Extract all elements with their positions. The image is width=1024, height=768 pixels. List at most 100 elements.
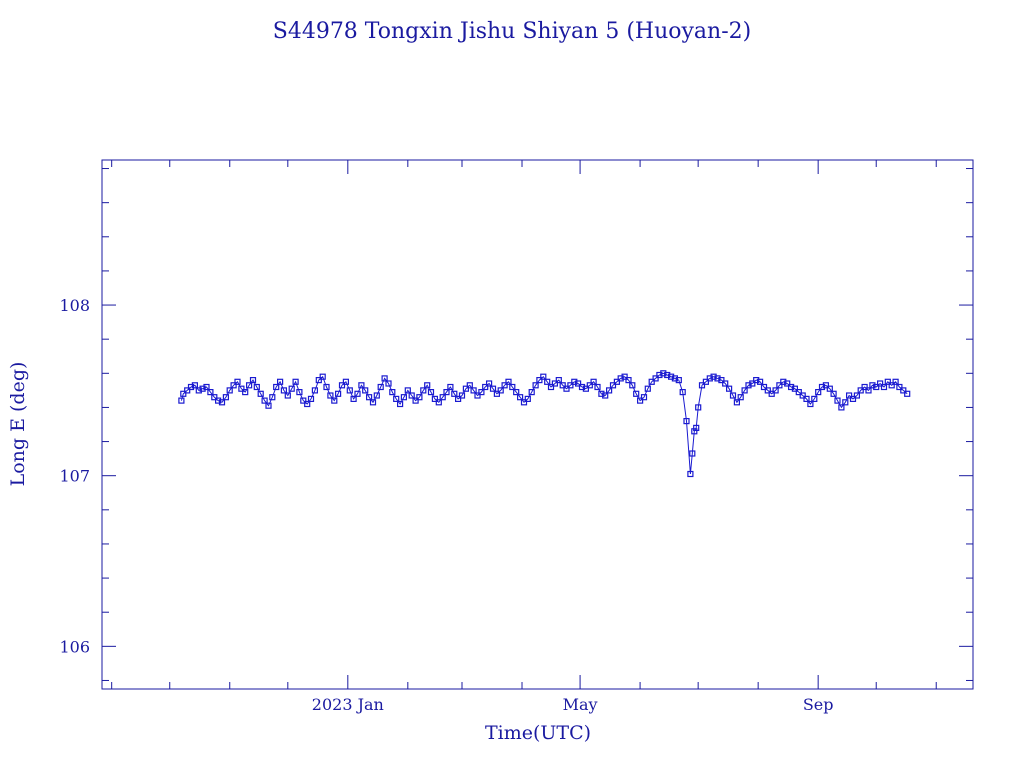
- data-point: [861, 383, 868, 391]
- data-point: [199, 385, 206, 392]
- data-point: [633, 390, 640, 397]
- data-point: [689, 450, 696, 457]
- data-point: [211, 394, 218, 401]
- data-point: [265, 402, 272, 409]
- data-point: [420, 387, 427, 394]
- data-point: [346, 387, 353, 394]
- data-point: [327, 392, 334, 399]
- chart-title: S44978 Tongxin Jishu Shiyan 5 (Huoyan-2): [273, 19, 751, 44]
- data-point: [451, 390, 458, 397]
- data-point: [400, 394, 407, 401]
- data-point: [311, 387, 318, 394]
- data-point: [559, 382, 566, 389]
- data-point: [617, 375, 624, 382]
- data-point: [834, 397, 841, 404]
- data-point: [234, 378, 241, 385]
- data-point: [760, 383, 768, 391]
- data-point: [706, 375, 713, 382]
- data-point: [664, 371, 671, 379]
- data-point: [455, 395, 462, 402]
- data-point: [489, 385, 497, 392]
- data-point: [578, 383, 586, 391]
- data-point: [381, 375, 388, 382]
- data-point: [238, 385, 245, 392]
- data-point: [625, 377, 632, 384]
- data-point: [184, 387, 191, 394]
- data-point: [509, 383, 516, 391]
- data-point: [307, 395, 315, 402]
- y-tick-label: 108: [59, 296, 90, 315]
- data-point: [296, 389, 303, 396]
- data-point: [458, 392, 466, 399]
- data-point: [246, 382, 253, 389]
- data-point: [826, 385, 833, 392]
- data-point: [853, 392, 861, 399]
- data-point: [230, 382, 237, 389]
- data-point: [547, 383, 555, 391]
- data-point: [443, 389, 450, 396]
- data-point: [218, 399, 226, 406]
- data-point: [652, 375, 659, 382]
- data-point: [180, 390, 187, 397]
- data-point: [412, 397, 419, 404]
- data-point: [567, 382, 574, 389]
- data-point: [660, 370, 667, 377]
- data-point: [667, 373, 675, 380]
- data-point: [869, 382, 876, 389]
- data-point: [439, 394, 446, 401]
- data-point: [497, 387, 504, 394]
- data-point: [791, 385, 799, 392]
- data-point: [257, 390, 264, 397]
- data-point: [807, 400, 814, 408]
- data-point: [335, 390, 342, 397]
- data-point: [811, 395, 818, 402]
- data-point: [884, 378, 891, 385]
- data-point: [319, 373, 326, 380]
- data-point: [695, 404, 702, 411]
- data-point: [849, 395, 857, 402]
- y-tick-label: 107: [59, 467, 90, 486]
- y-tick-label: 106: [59, 637, 90, 656]
- data-point: [369, 399, 377, 406]
- data-point: [776, 382, 783, 389]
- data-point: [404, 387, 411, 394]
- data-point: [640, 394, 648, 401]
- data-point: [331, 397, 338, 404]
- data-point: [586, 382, 593, 389]
- data-point: [516, 394, 524, 401]
- data-point: [222, 394, 229, 401]
- data-point: [764, 387, 771, 394]
- data-point: [900, 387, 907, 394]
- data-point: [756, 378, 764, 385]
- data-point: [687, 470, 694, 478]
- data-point: [195, 387, 202, 394]
- data-point: [656, 371, 663, 379]
- data-point: [470, 387, 477, 394]
- data-point: [795, 389, 802, 396]
- data-point: [191, 382, 198, 389]
- data-point: [544, 378, 551, 385]
- data-point: [292, 378, 299, 385]
- data-point: [427, 389, 435, 396]
- data-point: [350, 395, 357, 402]
- data-point: [269, 394, 276, 401]
- series-line: [180, 372, 908, 475]
- data-point: [540, 373, 547, 380]
- data-point: [710, 373, 717, 380]
- x-axis-ticks: 2023 Jan May Sep: [111, 160, 937, 714]
- data-point: [648, 378, 655, 385]
- data-point: [520, 399, 528, 406]
- data-point: [273, 383, 280, 391]
- x-axis-label: Time(UTC): [485, 722, 591, 744]
- data-point: [873, 383, 880, 391]
- data-point: [466, 382, 473, 389]
- data-point: [551, 380, 559, 387]
- data-point: [397, 400, 404, 408]
- data-point: [590, 378, 597, 385]
- data-point: [845, 392, 853, 399]
- data-point: [784, 380, 791, 387]
- data-point: [277, 378, 284, 385]
- data-point: [772, 387, 779, 394]
- data-point: [609, 382, 617, 389]
- x-tick-label: Sep: [803, 695, 834, 714]
